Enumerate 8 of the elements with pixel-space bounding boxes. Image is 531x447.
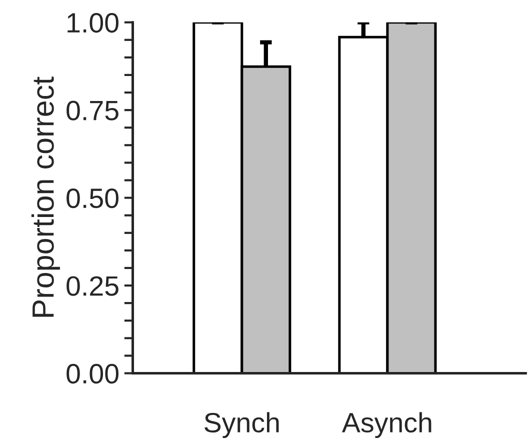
y-tick-label: 0.00 xyxy=(66,364,118,384)
x-tick-label: Asynch xyxy=(342,412,432,438)
x-tick-label: Synch xyxy=(204,412,279,438)
y-tick-label: 0.50 xyxy=(66,188,118,208)
y-tick-label: 1.00 xyxy=(68,13,118,33)
y-axis-title: Proportion correct xyxy=(31,76,60,317)
y-tick-label: 0.75 xyxy=(66,100,118,120)
y-tick-label: 0.25 xyxy=(66,276,118,296)
